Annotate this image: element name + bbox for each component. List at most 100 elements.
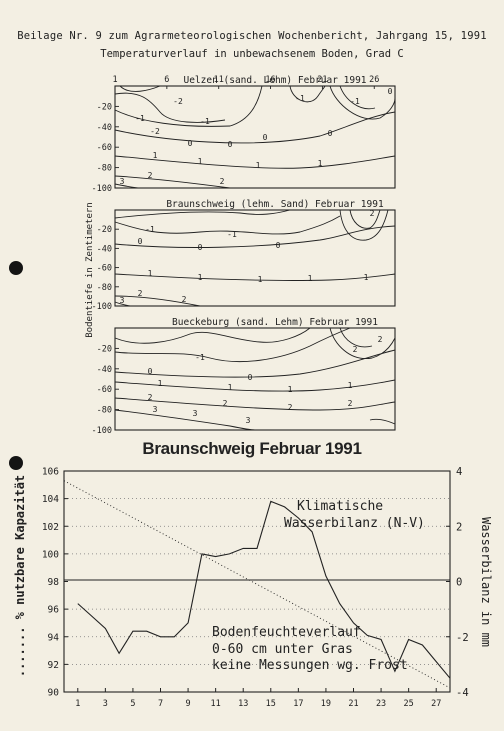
- bueckeburg-contour-label: 3: [246, 416, 251, 425]
- uelzen-contour-label: 2: [220, 177, 225, 186]
- bueckeburg-contour-label: 3: [193, 409, 198, 418]
- uelzen-ytick-label: -20: [97, 102, 112, 112]
- bueckeburg-contour-label: 0: [248, 373, 253, 382]
- braunschweig-title: Braunschweig (lehm. Sand) Februar 1991: [166, 199, 384, 210]
- water-balance-line: [77, 500, 451, 679]
- braunschweig-contour-label: 1: [364, 273, 369, 282]
- bs-isoline-3: [114, 301, 131, 307]
- right-ytick-label: 2: [456, 521, 462, 533]
- uelzen-xtick-label: 11: [214, 75, 224, 85]
- uelzen-contour-label: 0: [188, 139, 193, 148]
- line-xtick-label: 11: [211, 699, 221, 709]
- uelzen-contour-label: 0: [263, 133, 268, 142]
- uelzen-xtick-label: 6: [164, 75, 169, 85]
- uelzen-frame: [114, 85, 396, 189]
- braunschweig-contour-label: 2: [370, 209, 375, 218]
- right-ytick-label: 0: [456, 577, 462, 589]
- uelzen-xtick-label: 1: [112, 75, 117, 85]
- braunschweig-ytick-label: -100: [92, 302, 112, 312]
- braunschweig-frame: [114, 209, 396, 307]
- bk-isoline-2: [114, 397, 396, 411]
- line-xtick-label: 19: [321, 699, 331, 709]
- braunschweig-ytick-label: -20: [97, 225, 112, 235]
- page-subheader: Temperaturverlauf in unbewachsenem Boden…: [100, 48, 404, 60]
- bueckeburg-ytick-label: -40: [97, 365, 112, 375]
- balance-annotation-line2: Wasserbilanz (N-V): [284, 516, 425, 531]
- braunschweig-contour-label: 0: [138, 237, 143, 246]
- left-ytick-label: 106: [42, 467, 59, 478]
- left-ytick-label: 90: [48, 688, 60, 699]
- uelzen-isoline-m2: [114, 92, 226, 123]
- line-xtick-label: 7: [158, 699, 163, 709]
- left-ytick-label: 94: [48, 632, 60, 643]
- uelzen-xtick-label: 21: [317, 75, 327, 85]
- uelzen-ytick-label: -60: [97, 143, 112, 153]
- right-ytick-label: -2: [456, 632, 469, 644]
- uelzen-ytick-label: -100: [92, 184, 112, 194]
- uelzen-xtick-label: 26: [369, 75, 379, 85]
- uelzen-isoline-warm-cell-2: [329, 85, 396, 120]
- uelzen-contour-label: -1: [135, 114, 145, 123]
- bueckeburg-contour-label: 1: [348, 381, 353, 390]
- bueckeburg-contour-label: 1: [228, 383, 233, 392]
- left-ytick-label: 100: [42, 549, 59, 560]
- bk-isoline-m1: [114, 327, 351, 362]
- bueckeburg-ytick-label: -20: [97, 344, 112, 354]
- uelzen-isoline-2: [114, 175, 231, 189]
- left-ytick-label: 92: [48, 660, 59, 671]
- line-xtick-label: 23: [376, 699, 386, 709]
- line-xtick-label: 9: [186, 699, 191, 709]
- uelzen-contour-label: 2: [148, 171, 153, 180]
- bs-isoline-a: [114, 209, 291, 219]
- line-xtick-label: 3: [103, 699, 108, 709]
- contour-panel-bueckeburg: [114, 327, 396, 431]
- contour-ylabel: Bodentiefe in Zentimetern: [85, 202, 95, 337]
- line-xtick-label: 17: [293, 699, 303, 709]
- braunschweig-contour-label: 2: [138, 289, 143, 298]
- bueckeburg-contour-label: 1: [158, 379, 163, 388]
- braunschweig-ytick-label: -60: [97, 264, 112, 274]
- bs-isoline-warm-cell: [339, 209, 389, 241]
- bs-isoline-0: [114, 225, 396, 248]
- uelzen-contour-label: 1: [198, 157, 203, 166]
- bueckeburg-ytick-label: -80: [97, 406, 112, 416]
- bueckeburg-contour-label: 2: [353, 345, 358, 354]
- uelzen-ytick-label: -80: [97, 164, 112, 174]
- uelzen-contour-label: -1: [295, 94, 305, 103]
- bueckeburg-contour-label: 0: [148, 367, 153, 376]
- braunschweig-contour-label: 1: [148, 269, 153, 278]
- bueckeburg-contour-label: 2: [148, 393, 153, 402]
- uelzen-title: Uelzen (sand. Lehm) Februar 1991: [183, 75, 366, 86]
- braunschweig-contour-label: 1: [198, 273, 203, 282]
- uelzen-contour-label: 0: [328, 129, 333, 138]
- right-axis-title: Wasserbilanz in mm: [479, 517, 493, 647]
- uelzen-contour-label: 3: [120, 177, 125, 186]
- uelzen-isoline-m3: [119, 85, 161, 92]
- moisture-annotation-line1: Bodenfeuchteverlauf: [212, 625, 361, 640]
- uelzen-contour-label: -1: [350, 97, 360, 106]
- line-xtick-label: 15: [266, 699, 276, 709]
- braunschweig-contour-label: 1: [258, 275, 263, 284]
- braunschweig-contour-label: 1: [308, 274, 313, 283]
- braunschweig-contour-label: -1: [145, 225, 155, 234]
- line-chart-title: Braunschweig Februar 1991: [142, 439, 362, 458]
- uelzen-isoline-1: [114, 155, 396, 169]
- uelzen-contour-label: 1: [256, 161, 261, 170]
- moisture-annotation-line3: keine Messungen wg. Frost: [212, 658, 408, 673]
- uelzen-isoline-warm-cell-3: [339, 85, 376, 110]
- bueckeburg-ytick-label: -100: [92, 426, 112, 436]
- bk-isoline-3b: [369, 418, 396, 425]
- uelzen-contour-label: 1: [153, 151, 158, 160]
- bueckeburg-contour-label: 2: [378, 335, 383, 344]
- punch-hole-bottom: [9, 456, 23, 470]
- braunschweig-contour-label: 0: [198, 243, 203, 252]
- bueckeburg-title: Bueckeburg (sand. Lehm) Februar 1991: [172, 317, 378, 328]
- uelzen-isoline-0: [114, 111, 396, 144]
- bueckeburg-contour-label: 2: [288, 403, 293, 412]
- bk-isoline-3: [114, 409, 256, 431]
- uelzen-isoline-m1: [114, 85, 263, 127]
- uelzen-contour-label: 0: [228, 140, 233, 149]
- bueckeburg-contour-label: 1: [288, 385, 293, 394]
- braunschweig-ytick-label: -80: [97, 283, 112, 293]
- bk-isoline-m1a: [114, 327, 311, 344]
